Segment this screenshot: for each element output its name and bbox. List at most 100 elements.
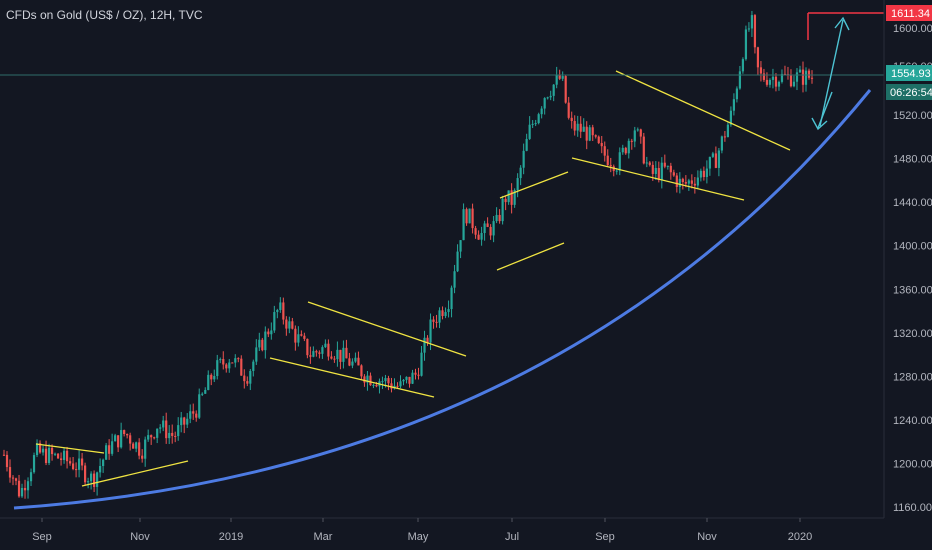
candle-body [606,155,609,166]
candle-body [222,359,225,365]
candle-body [213,375,216,380]
countdown-tag [886,84,932,100]
candle [65,446,69,469]
candle-body [456,251,459,272]
candle [87,477,90,489]
candle [405,376,408,384]
candle-body [387,378,390,384]
candle-body [8,467,12,478]
candle-body [71,463,75,470]
candle-body [549,95,552,98]
candle [267,328,270,338]
candle [387,375,390,391]
candle-body [270,330,273,335]
candle-body [600,143,603,147]
candle-body [480,233,483,240]
candle-body [732,99,736,111]
x-tick-label: 2019 [219,531,243,543]
candle [750,10,754,37]
candle [501,195,504,225]
candle-body [417,374,420,376]
candle [93,470,96,493]
candle [507,190,510,205]
candle [327,339,330,361]
candle [414,368,417,380]
candle-body [609,165,612,167]
pattern-trendline [571,157,745,201]
candle [741,57,745,74]
candle-body [363,376,366,383]
candle [153,436,156,440]
candle [294,325,297,351]
candle-body [552,84,555,96]
candle-body [372,384,375,386]
candle [56,452,60,459]
candle-body [735,88,739,100]
candle-body [102,459,105,467]
candle [201,392,204,397]
candle [336,341,339,367]
candle [411,369,414,384]
candle-body [351,361,354,366]
candle [50,444,54,461]
candle-body [14,478,18,481]
candle [285,316,288,336]
candle-body [534,123,537,125]
candle [303,332,306,342]
candle [468,208,471,224]
candle [228,358,231,373]
candle [138,438,141,460]
candle [486,217,489,228]
candle-body [453,271,456,288]
y-tick-label: 1360.00 [893,284,932,296]
candle [159,424,162,434]
candle-body [180,417,183,426]
candle-body [678,178,681,187]
candle [177,417,180,441]
candle-body [465,209,468,224]
y-tick-label: 1280.00 [893,371,932,383]
candle [546,96,549,100]
candle-body [159,427,162,429]
candle [41,445,45,456]
candle [225,363,228,373]
candle [645,156,648,168]
candle [711,151,714,158]
candle-body [327,343,330,357]
candle-body [68,461,72,464]
candle-body [738,71,742,89]
candle [216,354,219,380]
candle-body [348,358,351,366]
candle-body [693,183,696,186]
candle-body [555,75,558,85]
candle [186,413,189,429]
candle [459,240,462,259]
candle [354,352,357,363]
candle-body [585,126,588,141]
candle [38,440,42,454]
candle-body [171,432,174,436]
candle-body [123,430,126,435]
candle-body [321,347,324,354]
candle-body [567,102,570,118]
candle [330,351,333,360]
candle [753,14,757,54]
candle [435,314,438,328]
candle-body [675,175,678,187]
candle [513,188,516,208]
candle [35,439,39,458]
candle [408,376,411,388]
candle [738,65,742,90]
candle-body [366,375,369,383]
candle-body [510,190,513,205]
pattern-trendline [307,301,467,357]
candle [312,346,315,358]
candle-body [525,138,528,151]
candle [483,220,486,241]
candle-body [774,76,778,87]
candle-body [777,81,781,87]
candle [324,339,327,348]
candle [648,161,651,167]
candle-body [138,442,141,456]
